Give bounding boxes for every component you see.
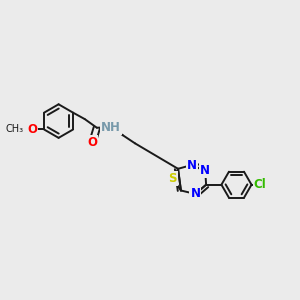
Text: N: N xyxy=(187,158,196,172)
Text: N: N xyxy=(190,188,200,200)
Text: O: O xyxy=(88,136,98,149)
Text: CH₃: CH₃ xyxy=(5,124,23,134)
Text: Cl: Cl xyxy=(254,178,267,191)
Text: N: N xyxy=(200,164,210,177)
Text: S: S xyxy=(169,172,177,185)
Text: O: O xyxy=(28,123,38,136)
Text: NH: NH xyxy=(101,121,121,134)
